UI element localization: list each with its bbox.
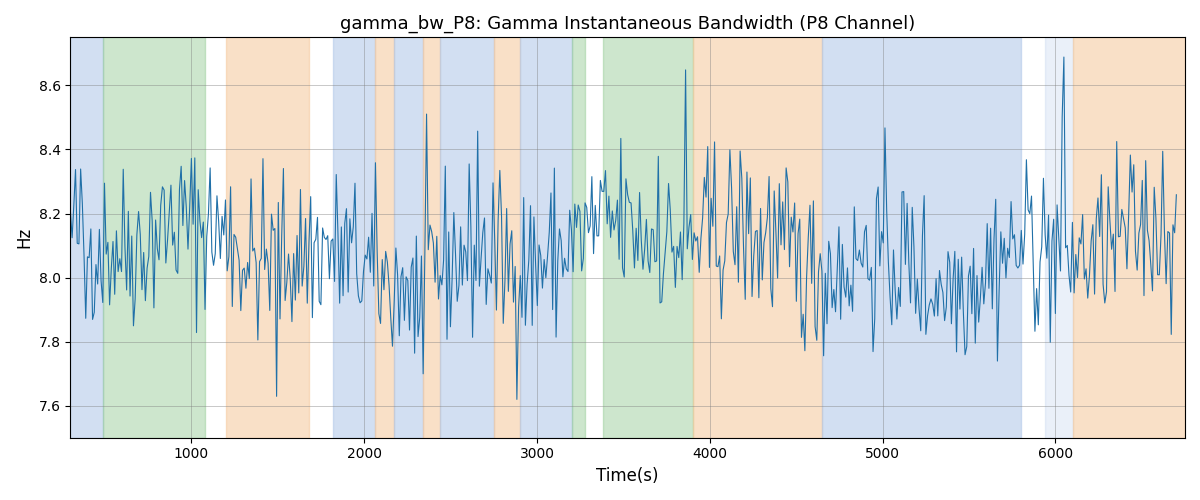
Bar bbox=[103, 38, 205, 438]
Bar bbox=[493, 38, 520, 438]
Bar bbox=[440, 38, 493, 438]
Bar bbox=[374, 38, 394, 438]
Bar bbox=[1045, 38, 1073, 438]
Bar bbox=[1073, 38, 1184, 438]
Bar bbox=[394, 38, 422, 438]
Bar bbox=[226, 38, 308, 438]
Y-axis label: Hz: Hz bbox=[14, 227, 32, 248]
Bar bbox=[520, 38, 571, 438]
Bar bbox=[602, 38, 692, 438]
Bar bbox=[334, 38, 374, 438]
Bar bbox=[571, 38, 586, 438]
X-axis label: Time(s): Time(s) bbox=[596, 467, 659, 485]
Bar bbox=[422, 38, 440, 438]
Bar bbox=[692, 38, 822, 438]
Bar bbox=[822, 38, 1021, 438]
Title: gamma_bw_P8: Gamma Instantaneous Bandwidth (P8 Channel): gamma_bw_P8: Gamma Instantaneous Bandwid… bbox=[340, 15, 916, 34]
Bar bbox=[71, 38, 103, 438]
